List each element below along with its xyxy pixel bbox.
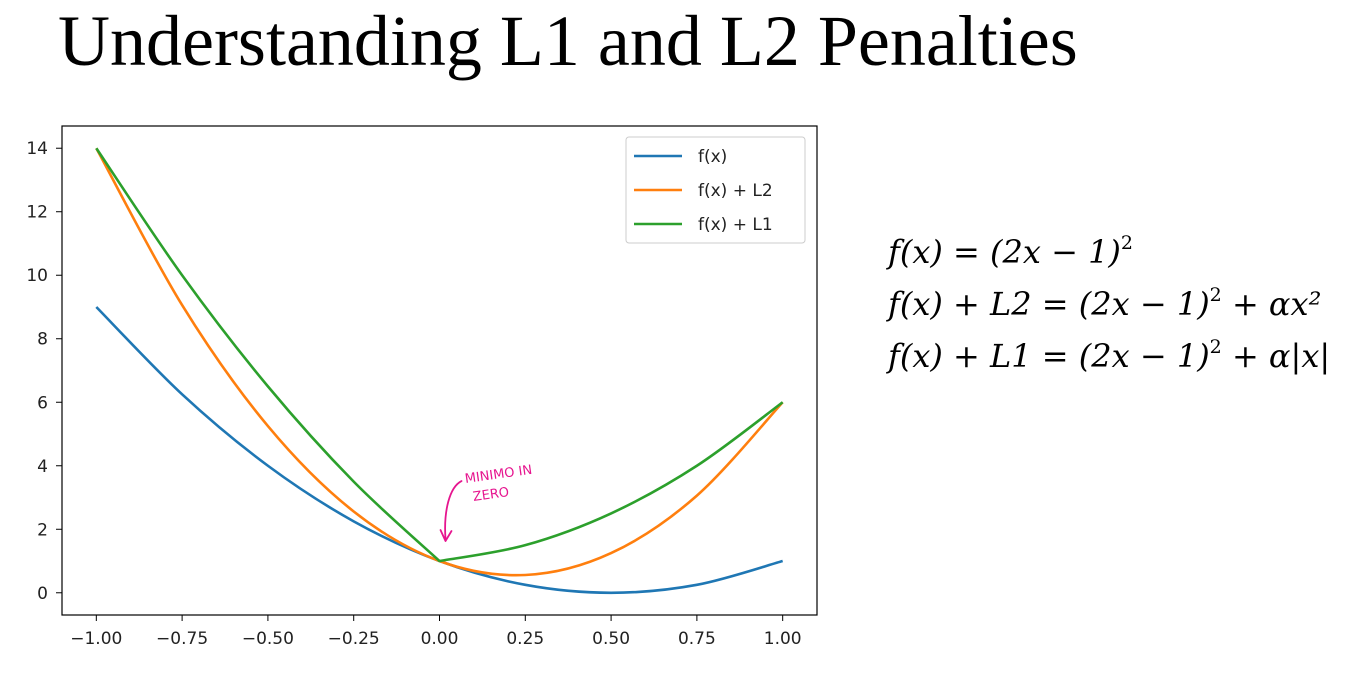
y-tick-label: 10 <box>26 266 48 286</box>
y-tick-label: 14 <box>26 139 48 159</box>
equation-fx-l1: f(x) + L1 = (2x − 1)2 + α|x| <box>888 336 1331 375</box>
annotation-text-line2: ZERO <box>472 485 510 505</box>
x-tick-label: −0.25 <box>328 629 380 649</box>
legend-label: f(x) <box>698 147 727 167</box>
line-chart: −1.00 −0.75 −0.50 −0.25 0.00 0.25 0.50 0.75 1.00… <box>26 125 818 649</box>
annotation-text-line1: MINIMO IN <box>464 463 533 487</box>
x-tick-label: 0.75 <box>678 629 716 649</box>
y-tick-label: 6 <box>37 393 48 413</box>
y-tick-label: 4 <box>37 457 48 477</box>
x-tick-label: 0.25 <box>506 629 544 649</box>
annotation-arrow <box>444 480 463 540</box>
x-tick-label: −1.00 <box>70 629 122 649</box>
x-tick-label: 0.00 <box>421 629 459 649</box>
x-tick-label: 1.00 <box>764 629 802 649</box>
x-tick-label: −0.50 <box>242 629 294 649</box>
legend: f(x) f(x) + L2 f(x) + L1 <box>625 136 806 244</box>
legend-label: f(x) + L1 <box>698 215 773 235</box>
x-tick-label: −0.75 <box>156 629 208 649</box>
y-tick-label: 12 <box>26 203 48 223</box>
y-tick-label: 2 <box>37 520 48 540</box>
x-tick-label: 0.50 <box>592 629 630 649</box>
legend-label: f(x) + L2 <box>698 181 773 201</box>
series-line-2 <box>95 147 784 563</box>
equation-fx-l2: f(x) + L2 = (2x − 1)2 + αx² <box>888 284 1322 323</box>
y-tick-label: 8 <box>37 330 48 350</box>
y-tick-label: 0 <box>37 584 48 604</box>
legend-box <box>625 136 806 244</box>
equation-fx: f(x) = (2x − 1)2 <box>888 232 1133 271</box>
annotation-arrowhead <box>439 529 453 542</box>
series-line-1 <box>95 147 784 577</box>
series-line-0 <box>95 306 784 595</box>
slide-title: Understanding L1 and L2 Penalties <box>58 1 1078 81</box>
